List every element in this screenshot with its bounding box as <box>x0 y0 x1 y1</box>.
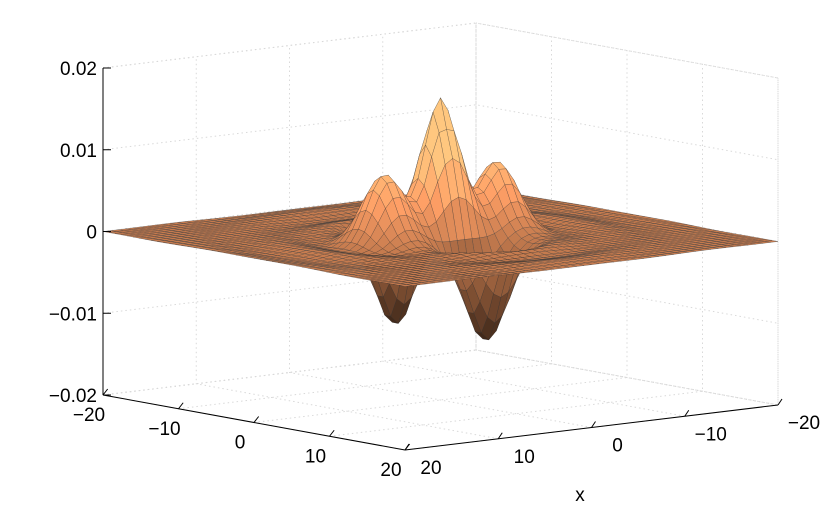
x-tick-mark <box>591 421 596 428</box>
x-tick-mark <box>684 409 690 417</box>
z-tick-label: −0.02 <box>49 386 97 407</box>
box-edge-1 <box>102 22 477 69</box>
x-tick-mark <box>404 443 410 451</box>
y-tick-label: 10 <box>305 446 326 467</box>
surface-cell <box>398 284 413 287</box>
x-tick-label: 10 <box>514 447 535 468</box>
x-tick-mark <box>777 398 783 406</box>
z-tick-label: −0.01 <box>49 304 97 325</box>
z-gridline-0 <box>102 22 779 79</box>
y-tick-label: −20 <box>73 405 105 426</box>
z-tick-label: 0.02 <box>60 59 97 80</box>
x-tick-label: −20 <box>788 413 820 434</box>
y-tick-label: 20 <box>380 460 401 481</box>
tick-marks <box>102 67 783 451</box>
x-tick-label: 0 <box>612 436 623 457</box>
x-tick-label: −10 <box>695 424 727 445</box>
x-gridline-3 <box>382 34 685 417</box>
y-tick-mark <box>178 402 184 410</box>
y-tick-label: −10 <box>148 419 180 440</box>
y-tick-label: 0 <box>235 433 246 454</box>
z-gridline-4 <box>102 349 779 406</box>
x-gridline-4 <box>475 23 779 406</box>
x-tick-mark <box>497 432 503 440</box>
x-gridline-2 <box>289 45 592 428</box>
z-tick-label: 0.01 <box>60 141 97 162</box>
z-tick-label: 0 <box>86 223 97 244</box>
x-tick-label: 20 <box>420 458 441 479</box>
y-tick-mark <box>329 429 335 437</box>
y-tick-mark <box>253 416 260 423</box>
x-axis-label: x <box>575 485 585 506</box>
surface-mesh <box>102 97 779 341</box>
y-tick-mark <box>102 388 109 396</box>
x-gridline-1 <box>195 56 499 440</box>
